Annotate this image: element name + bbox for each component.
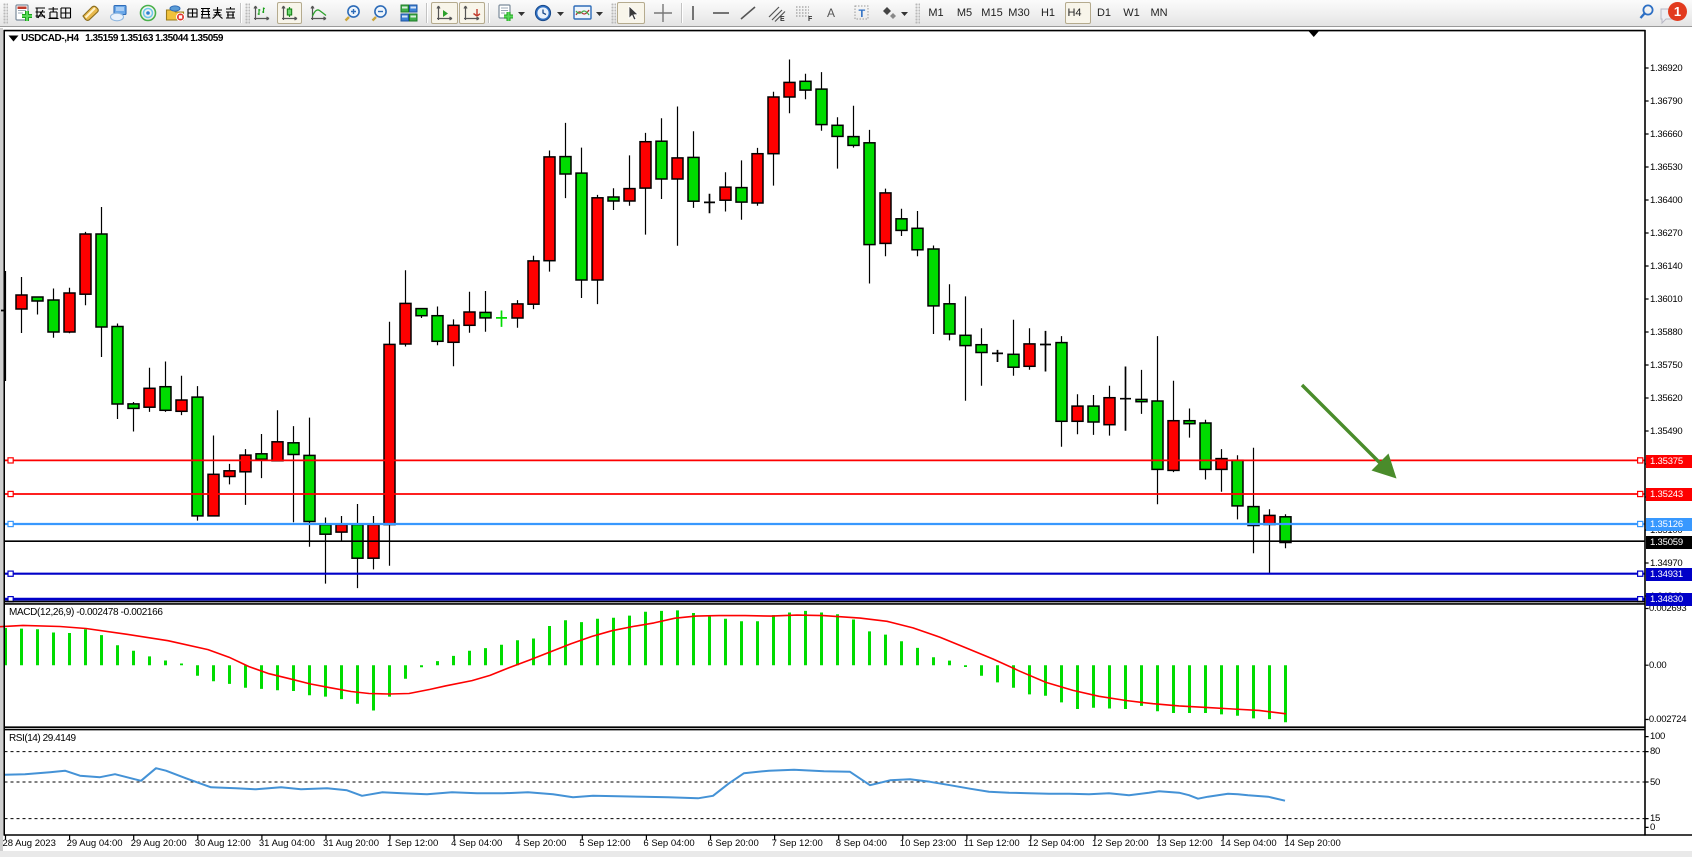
svg-text:A: A: [827, 6, 835, 20]
svg-text:E: E: [780, 16, 785, 22]
svg-text:F: F: [808, 16, 813, 22]
svg-text:T: T: [859, 8, 866, 20]
